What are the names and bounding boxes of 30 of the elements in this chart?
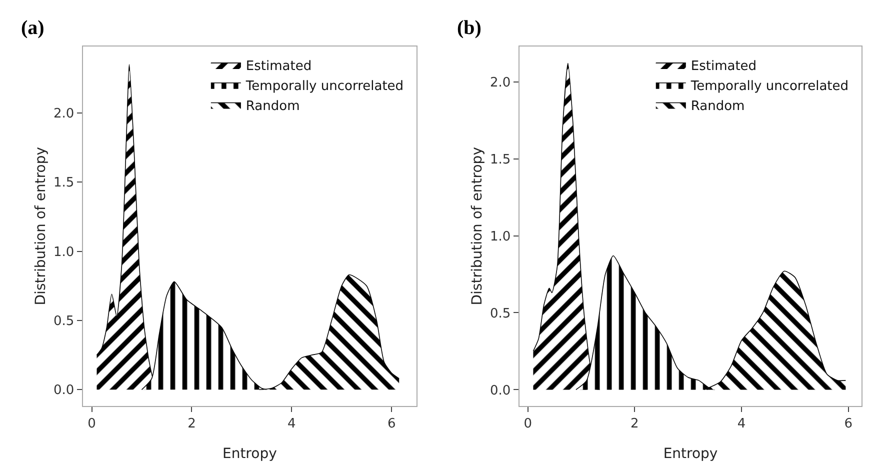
x-tick-label: 4 [288, 416, 296, 432]
chart-title: (a) [21, 17, 44, 39]
y-tick-label: 0.0 [490, 383, 511, 398]
x-tick-label: 0 [88, 416, 96, 432]
y-tick-label: 0.5 [53, 314, 74, 329]
x-tick-label: 2 [630, 416, 639, 432]
x-axis-title: Entropy [663, 446, 718, 462]
legend-label: Temporally uncorrelated [690, 78, 849, 94]
y-tick-label: 1.5 [490, 152, 511, 168]
legend-label: Temporally uncorrelated [244, 78, 404, 94]
y-axis-title: Distribution of entropy [32, 147, 49, 306]
legend-label: Random [246, 98, 300, 114]
y-tick-label: 2.0 [490, 75, 511, 90]
y-tick-label: 0.0 [53, 383, 74, 398]
y-tick-label: 1.0 [53, 244, 74, 260]
legend-label: Estimated [690, 59, 757, 74]
legend-label: Estimated [246, 59, 312, 74]
y-axis-title: Distribution of entropy [469, 147, 486, 306]
x-tick-label: 0 [524, 416, 532, 432]
legend-label: Random [690, 98, 745, 114]
y-tick-label: 0.5 [490, 306, 511, 322]
y-tick-label: 1.5 [53, 176, 74, 191]
x-tick-label: 2 [188, 416, 196, 432]
x-axis-title: Entropy [222, 446, 277, 462]
y-tick-label: 2.0 [53, 106, 74, 122]
x-tick-label: 6 [387, 416, 396, 432]
y-tick-label: 1.0 [490, 229, 511, 244]
x-tick-label: 6 [844, 416, 853, 432]
chart-title: (b) [457, 17, 482, 39]
x-tick-label: 4 [737, 416, 746, 432]
